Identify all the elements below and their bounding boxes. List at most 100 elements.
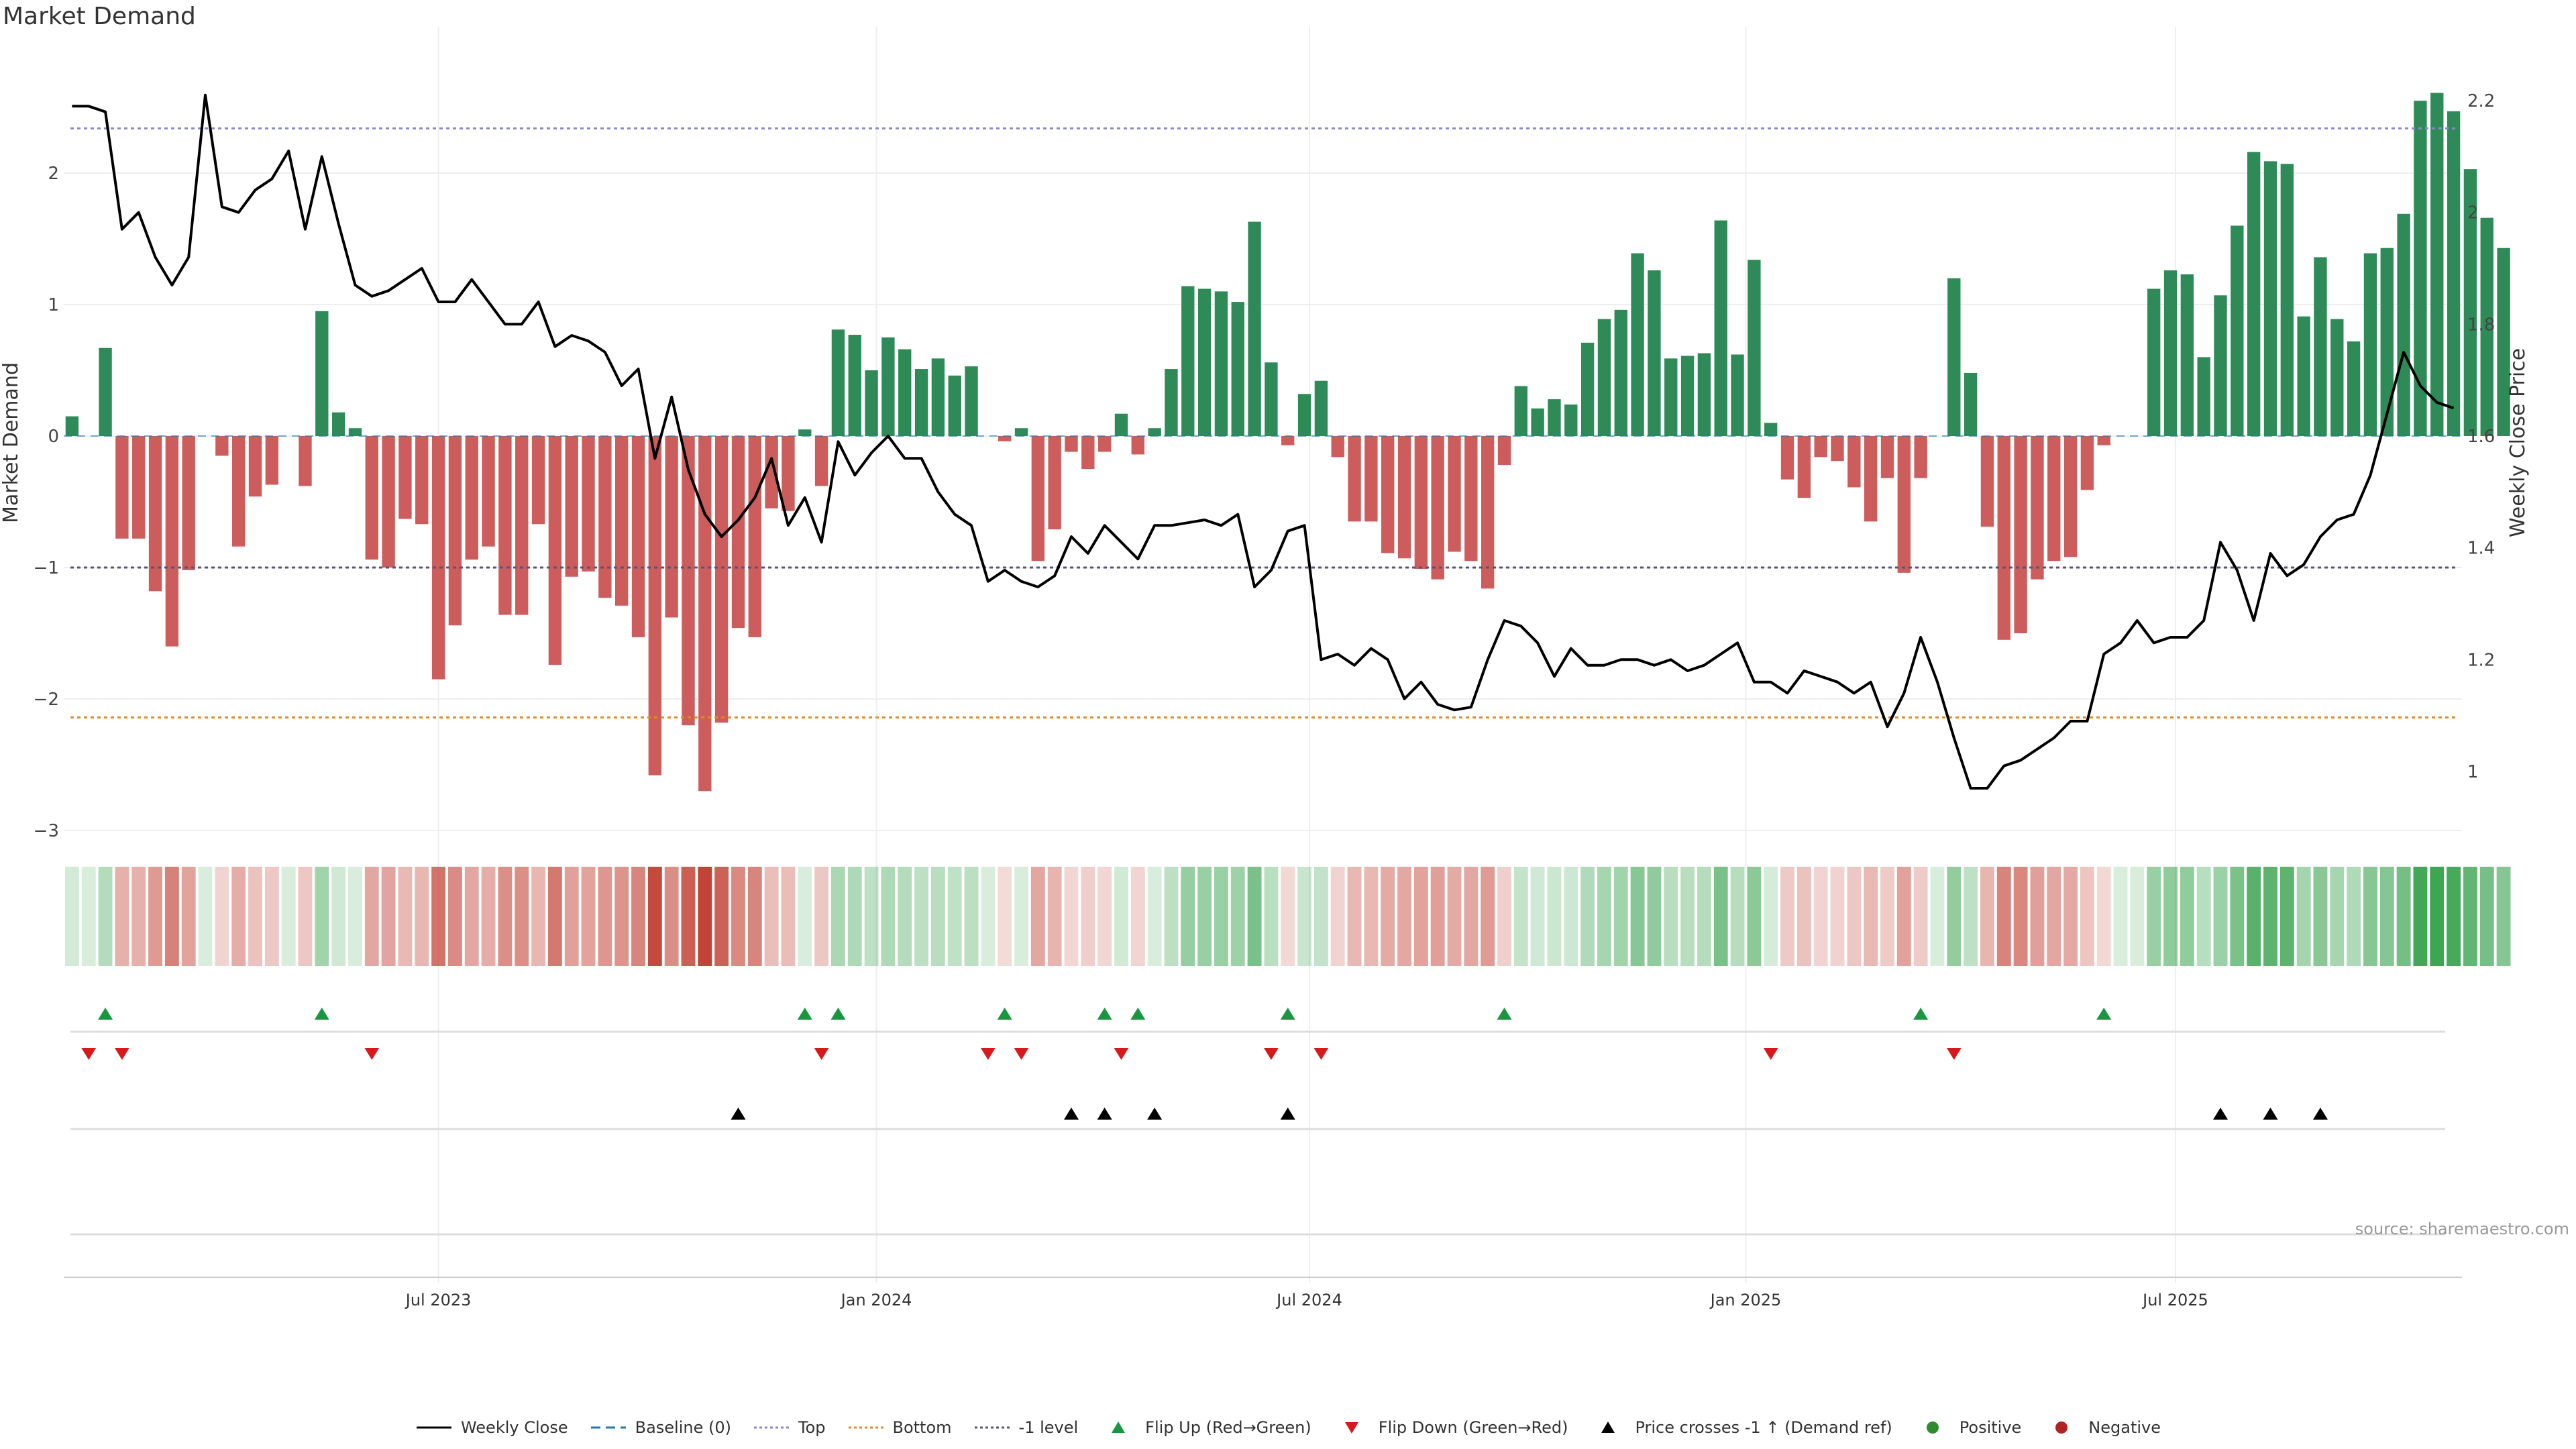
positive-demand-bar (848, 335, 861, 436)
demand-heat-cell (348, 867, 362, 966)
negative-demand-bar (598, 436, 612, 598)
negative-demand-bar (215, 436, 229, 456)
negative-demand-bar (515, 436, 529, 615)
demand-heat-cell (647, 867, 662, 966)
flip-down-marker (364, 1048, 380, 1060)
demand-heat-cell (1630, 867, 1645, 966)
demand-heat-cell (864, 867, 879, 966)
positive-demand-bar (1664, 358, 1678, 436)
demand-heat-cell (1597, 867, 1611, 966)
demand-heat-cell (1464, 867, 1479, 966)
demand-heat-cell (1114, 867, 1128, 966)
flip-up-marker (997, 1008, 1012, 1020)
positive-demand-bar (1181, 286, 1195, 436)
demand-heat-cell (1930, 867, 1945, 966)
positive-demand-bar (2380, 248, 2394, 436)
demand-heat-cell (1214, 867, 1228, 966)
positive-demand-bar (931, 358, 945, 436)
demand-heat-cell (2363, 867, 2377, 966)
demand-heat-cell (431, 867, 446, 966)
positive-demand-bar (831, 329, 845, 436)
right-axis-tick-label: 2.2 (2467, 91, 2495, 111)
legend-label: -1 level (1018, 1418, 1079, 1437)
demand-heat-cell (264, 867, 279, 966)
left-axis-title: Market Demand (0, 362, 23, 523)
chart-title: Market Demand (3, 3, 196, 30)
demand-heat-cell (1913, 867, 1928, 966)
legend-label: Price crosses -1 ↑ (Demand ref) (1635, 1418, 1892, 1437)
negative-demand-bar (2047, 436, 2061, 561)
left-axis-tick-label: 2 (48, 164, 59, 184)
positive-demand-bar (1014, 428, 1028, 436)
legend-item: Price crosses -1 ↑ (Demand ref) (1589, 1418, 1892, 1437)
demand-heat-cell (498, 867, 513, 966)
demand-heat-cell (1481, 867, 1495, 966)
flip-up-marker (1130, 1008, 1146, 1020)
legend-item: -1 level (973, 1418, 1079, 1437)
legend-symbol-icon (2055, 1421, 2068, 1434)
demand-heat-cell (2230, 867, 2245, 966)
demand-heat-cell (481, 867, 496, 966)
demand-heat-cell (364, 867, 379, 966)
demand-heat-cell (981, 867, 996, 966)
positive-demand-bar (1748, 260, 1761, 436)
price-cross-marker (1063, 1108, 1079, 1120)
demand-heat-cell (1764, 867, 1778, 966)
demand-heat-cell (515, 867, 529, 966)
flip-up-marker (1097, 1008, 1112, 1020)
positive-demand-bar (2263, 161, 2277, 437)
flip-down-marker (1763, 1048, 1778, 1060)
negative-demand-bar (548, 436, 562, 665)
demand-heat-cell (1580, 867, 1595, 966)
legend-item: Flip Down (Green→Red) (1333, 1418, 1568, 1437)
positive-demand-bar (65, 416, 79, 436)
positive-demand-bar (2180, 274, 2194, 436)
demand-heat-cell (1847, 867, 1862, 966)
legend-item: Baseline (0) (590, 1418, 731, 1437)
negative-demand-bar (565, 436, 578, 577)
price-cross-marker (1280, 1108, 1295, 1120)
demand-heat-cell (1430, 867, 1445, 966)
flip-down-marker (814, 1048, 829, 1060)
positive-demand-bar (2147, 288, 2161, 436)
negative-demand-bar (731, 436, 745, 629)
demand-heat-cell (714, 867, 729, 966)
demand-heat-cell (2396, 867, 2411, 966)
negative-demand-bar (1814, 436, 1827, 458)
x-axis-tick-label: Jan 2025 (1709, 1291, 1782, 1309)
positive-demand-bar (914, 369, 928, 436)
x-axis-tick-label: Jul 2024 (1275, 1291, 1342, 1309)
demand-heat-cell (2213, 867, 2228, 966)
positive-demand-bar (99, 347, 112, 436)
flip-up-marker (1280, 1008, 1295, 1020)
demand-heat-cell (2147, 867, 2161, 966)
flip-down-marker (980, 1048, 996, 1060)
demand-heat-cell (1130, 867, 1145, 966)
legend-label: Flip Up (Red→Green) (1145, 1418, 1311, 1437)
demand-heat-cell (1164, 867, 1179, 966)
demand-heat-cell (231, 867, 246, 966)
demand-heat-cell (1530, 867, 1545, 966)
negative-demand-bar (1065, 436, 1078, 452)
demand-heat-cell (1381, 867, 1395, 966)
demand-heat-cell (2479, 867, 2494, 966)
legend-item: Positive (1914, 1418, 2022, 1437)
negative-demand-bar (1880, 436, 1894, 478)
legend-label: Positive (1959, 1418, 2022, 1437)
demand-heat-cell (798, 867, 812, 966)
positive-demand-bar (1314, 380, 1328, 436)
negative-demand-bar (1348, 436, 1361, 522)
negative-demand-bar (665, 436, 678, 618)
demand-heat-cell (781, 867, 796, 966)
demand-heat-cell (1297, 867, 1311, 966)
negative-demand-bar (1031, 436, 1045, 561)
demand-heat-cell (2347, 867, 2361, 966)
demand-heat-cell (1964, 867, 1978, 966)
positive-demand-bar (1964, 372, 1978, 436)
legend-symbol-icon (1112, 1421, 1126, 1433)
positive-demand-bar (898, 349, 912, 436)
demand-heat-cell (814, 867, 829, 966)
demand-heat-cell (381, 867, 396, 966)
negative-demand-bar (1464, 436, 1478, 561)
